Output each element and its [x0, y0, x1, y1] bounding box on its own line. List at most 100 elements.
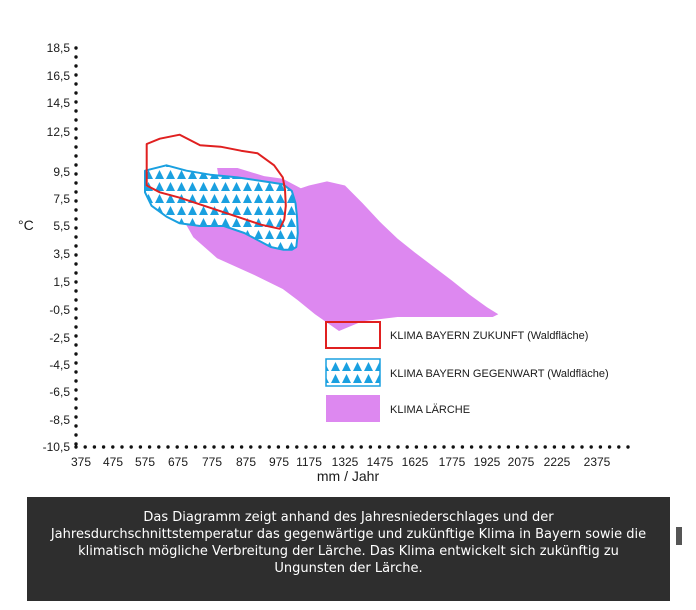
- axes-layer: 18,5 16,5 14,5 12,5 9,5 7,5 5,5 3,5 1,5 -0,5 -2,5 -…: [43, 41, 630, 469]
- climate-chart: 18,5 16,5 14,5 12,5 9,5 7,5 5,5 3,5 1,5 -0,5 -2,5 -…: [18, 41, 630, 484]
- y-axis-dot: [74, 226, 78, 230]
- x-axis-dot: [111, 445, 115, 449]
- y-tick-label: 9,5: [53, 165, 70, 179]
- x-axis-dot: [488, 445, 492, 449]
- y-axis-dot: [74, 181, 78, 185]
- x-tick-label: 575: [135, 455, 155, 469]
- x-tick-label: 1325: [332, 455, 359, 469]
- caption-text: Das Diagramm zeigt anhand des Jahresnied…: [50, 510, 647, 576]
- y-axis-label: °C: [18, 217, 34, 233]
- y-axis-dot: [74, 370, 78, 374]
- y-axis-dot: [74, 145, 78, 149]
- x-axis-dot: [423, 445, 428, 449]
- y-axis-dot: [74, 190, 78, 194]
- y-axis-dot: [74, 154, 78, 158]
- y-tick-label: 18,5: [47, 41, 71, 55]
- x-axis-dot: [396, 445, 400, 449]
- legend-label-zukunft: KLIMA BAYERN ZUKUNFT (Waldfläche): [390, 330, 588, 342]
- y-axis-dot: [74, 298, 78, 302]
- y-axis-dot: [74, 100, 78, 104]
- x-axis-dot: [497, 445, 501, 449]
- x-axis-dot: [414, 445, 419, 449]
- x-axis-dot: [193, 445, 198, 449]
- x-tick-label: 475: [103, 455, 123, 469]
- y-axis-dot: [74, 253, 78, 257]
- y-axis-dot: [74, 46, 78, 50]
- x-tick-label: 975: [269, 455, 289, 469]
- y-axis-dot: [74, 73, 78, 77]
- y-axis-dot: [74, 82, 78, 86]
- y-axis-dot: [74, 343, 78, 347]
- y-axis-dot: [74, 325, 78, 329]
- scroll-edge-marker: [676, 527, 682, 545]
- region-gegenwart: [144, 164, 299, 251]
- y-axis-dot: [74, 316, 78, 320]
- y-axis-dot: [74, 424, 78, 428]
- x-axis-dot: [285, 445, 290, 449]
- y-axis-dot: [74, 433, 78, 437]
- x-axis-dot: [543, 445, 547, 449]
- x-axis-dot: [506, 445, 511, 449]
- x-axis-dot: [74, 445, 78, 449]
- x-axis-dot: [313, 445, 317, 449]
- x-axis-dot: [175, 445, 179, 449]
- x-axis-dot: [405, 445, 409, 449]
- y-tick-label: 3,5: [53, 247, 70, 261]
- x-axis-dot: [120, 445, 124, 449]
- regions-layer: [144, 133, 499, 331]
- y-axis-dot: [74, 352, 78, 356]
- y-tick-label: -8,5: [49, 413, 70, 427]
- x-axis-dot: [258, 445, 262, 449]
- y-axis-dot: [74, 361, 78, 365]
- x-axis-dot: [469, 445, 474, 449]
- caption-box: Das Diagramm zeigt anhand des Jahresnied…: [27, 497, 670, 601]
- y-axis-dot: [74, 208, 78, 212]
- legend-swatch-laerche: [326, 395, 380, 422]
- x-axis-dot: [157, 445, 161, 449]
- x-tick-label: 1475: [367, 455, 394, 469]
- y-axis-dot: [74, 262, 78, 266]
- x-axis-dot: [138, 445, 143, 449]
- x-axis-dot: [147, 445, 152, 449]
- x-axis-dot: [212, 445, 216, 449]
- x-axis-dot: [249, 445, 253, 449]
- x-axis-dot: [451, 445, 455, 449]
- x-axis-dot: [534, 445, 538, 449]
- x-axis-dot: [350, 445, 354, 449]
- x-tick-label: 775: [202, 455, 222, 469]
- x-axis-dot: [276, 445, 281, 449]
- x-axis-dot: [561, 445, 566, 449]
- x-axis-dot: [101, 445, 106, 449]
- y-axis-dot: [74, 64, 78, 68]
- y-axis-dot: [74, 406, 78, 410]
- x-axis-dot: [442, 445, 446, 449]
- y-axis-dot: [74, 280, 78, 284]
- x-axis-dot: [571, 445, 575, 449]
- x-tick-label: 1625: [402, 455, 429, 469]
- x-axis-dot: [377, 445, 382, 449]
- y-axis-dot: [74, 91, 78, 95]
- x-axis-dot: [166, 445, 170, 449]
- x-axis-dot: [359, 445, 363, 449]
- x-tick-label: 1925: [474, 455, 501, 469]
- x-tick-label: 2075: [508, 455, 535, 469]
- x-axis-dot: [92, 445, 97, 449]
- y-axis-dot: [74, 379, 78, 383]
- x-axis-label: mm / Jahr: [317, 468, 380, 484]
- x-axis-dot: [368, 445, 373, 449]
- y-axis-dot: [74, 271, 78, 275]
- x-tick-label: 875: [236, 455, 256, 469]
- y-axis-dot: [74, 118, 78, 122]
- x-axis-dot: [203, 445, 207, 449]
- x-axis-dot: [322, 445, 327, 449]
- x-axis-dot: [607, 445, 612, 449]
- x-axis-dot: [304, 445, 308, 449]
- y-axis-dot: [74, 397, 78, 401]
- legend-label-laerche: KLIMA LÄRCHE: [390, 404, 470, 416]
- x-axis-dot: [460, 445, 465, 449]
- y-tick-label: 12,5: [47, 125, 71, 139]
- x-axis-dot: [525, 445, 529, 449]
- x-tick-label: 1775: [439, 455, 466, 469]
- y-axis-dot: [74, 55, 78, 59]
- x-axis-dot: [83, 445, 87, 449]
